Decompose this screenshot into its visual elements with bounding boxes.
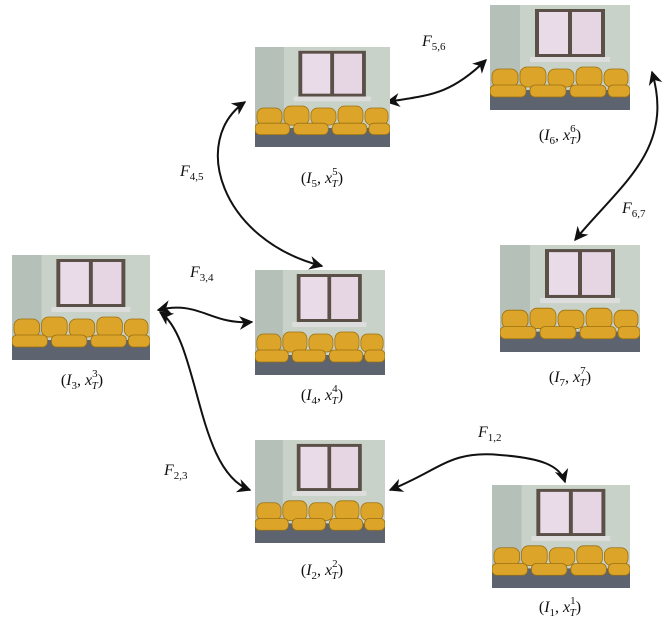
edge-label: F1,2 <box>477 424 502 444</box>
photo <box>255 270 385 375</box>
edge-label: F2,3 <box>163 462 188 482</box>
paren: ) <box>338 387 343 404</box>
paren: ) <box>338 562 343 579</box>
edge-index: 3,4 <box>200 272 214 284</box>
edge-symbol: F <box>477 424 488 441</box>
photo <box>12 255 150 360</box>
photo <box>255 440 385 543</box>
photo <box>500 245 640 352</box>
paren: ) <box>98 372 103 389</box>
paren: ) <box>576 127 581 144</box>
edge-symbol: F <box>621 200 632 217</box>
edge-arrow <box>390 454 565 490</box>
diagram: (I1, x1T) (I2, x2T) (I3, x3T) (I4, x4T) (I5,… <box>0 0 669 628</box>
edge-label: F5,6 <box>421 33 446 53</box>
edge-label: F6,7 <box>621 200 646 220</box>
edge-arrow <box>387 60 486 102</box>
edge-symbol: F <box>179 163 190 180</box>
separator: , <box>317 562 325 579</box>
edge-index: 1,2 <box>488 432 502 444</box>
edge-label: F4,5 <box>179 163 204 183</box>
paren: ) <box>586 369 591 386</box>
separator: , <box>555 599 563 616</box>
separator: , <box>317 170 325 187</box>
photo <box>492 485 630 588</box>
edge-index: 2,3 <box>174 470 188 482</box>
separator: , <box>77 372 85 389</box>
edge-label: F3,4 <box>189 264 214 284</box>
separator: , <box>565 369 573 386</box>
edge-symbol: F <box>421 33 432 50</box>
edge-index: 6,7 <box>632 208 646 220</box>
edge-index: 5,6 <box>432 41 446 53</box>
edge-symbol: F <box>189 264 200 281</box>
edge-symbol: F <box>163 462 174 479</box>
paren: ) <box>338 170 343 187</box>
edge-arrow <box>158 308 252 323</box>
page: {"nodes": [ {"open": "(", "image": "I", … <box>0 0 669 628</box>
photo <box>255 47 390 147</box>
separator: , <box>555 127 563 144</box>
edge-index: 4,5 <box>190 171 204 183</box>
separator: , <box>317 387 325 404</box>
paren: ) <box>576 599 581 616</box>
photo <box>490 5 630 110</box>
